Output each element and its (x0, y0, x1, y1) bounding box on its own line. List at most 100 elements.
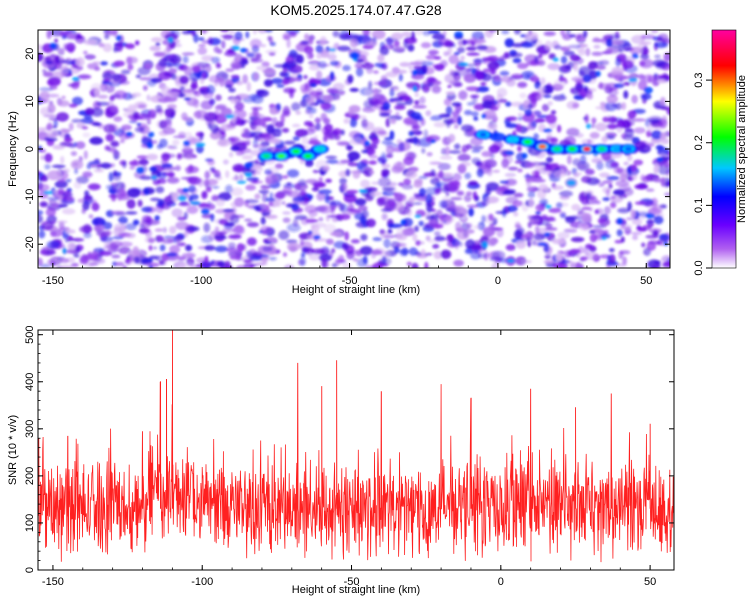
heatmap-noise-cell (132, 111, 140, 120)
heatmap-noise-cell (82, 171, 93, 178)
heatmap-noise-cell (335, 161, 347, 165)
heatmap-noise-cell (534, 118, 546, 123)
heatmap-noise-cell (599, 172, 610, 178)
heatmap-noise-cell (167, 238, 174, 244)
heatmap-noise-cell (650, 130, 663, 140)
heatmap-noise-cell (449, 69, 455, 75)
heatmap-noise-cell (347, 162, 359, 167)
heatmap-noise-cell (122, 160, 127, 169)
heatmap-noise-cell (282, 81, 289, 85)
heatmap-noise-cell (451, 102, 462, 107)
heatmap-noise-cell (166, 252, 178, 257)
heatmap-noise-cell (315, 44, 324, 54)
heatmap-noise-cell (444, 146, 451, 156)
heatmap-noise-cell (117, 127, 122, 131)
heatmap-noise-cell (571, 76, 585, 82)
heatmap-noise-cell (248, 112, 261, 118)
heatmap-speckle (329, 48, 336, 52)
heatmap-noise-cell (260, 44, 267, 48)
heatmap-noise-cell (415, 30, 423, 36)
heatmap-noise-cell (267, 35, 272, 42)
heatmap-noise-cell (415, 240, 421, 246)
heatmap-noise-cell (241, 127, 251, 138)
heatmap-noise-cell (439, 199, 448, 209)
heatmap-noise-cell (229, 214, 240, 224)
heatmap-noise-cell (408, 130, 414, 137)
heatmap-noise-cell (408, 196, 415, 204)
heatmap-noise-cell (276, 84, 285, 88)
heatmap-noise-cell (381, 43, 395, 49)
heatmap-noise-cell (401, 184, 414, 190)
heatmap-noise-cell (175, 221, 189, 230)
heatmap-noise-cell (160, 159, 169, 165)
heatmap-noise-cell (164, 107, 176, 118)
heatmap-speckle (167, 37, 174, 43)
heatmap-noise-cell (268, 256, 277, 261)
heatmap-noise-cell (391, 32, 404, 41)
heatmap-noise-cell (84, 54, 96, 60)
heatmap-noise-cell (339, 213, 351, 220)
heatmap-noise-cell (148, 245, 153, 251)
heatmap-noise-cell (70, 262, 79, 268)
heatmap-noise-cell (419, 96, 426, 105)
y-tick-label: -10 (24, 189, 36, 205)
heatmap-noise-cell (155, 42, 161, 46)
heatmap-noise-cell (389, 130, 395, 139)
heatmap-noise-cell (294, 215, 308, 220)
heatmap-noise-cell (438, 38, 451, 47)
heatmap-noise-cell (348, 130, 361, 139)
heatmap-noise-cell (449, 116, 461, 121)
heatmap-noise-cell (410, 111, 422, 120)
heatmap-noise-cell (664, 192, 670, 196)
y-tick-label: 300 (24, 420, 36, 438)
heatmap-speckle (43, 191, 53, 195)
heatmap-noise-cell (169, 225, 177, 234)
heatmap-noise-cell (242, 97, 256, 103)
y-tick-label: 10 (24, 95, 36, 107)
heatmap-noise-cell (595, 122, 608, 132)
heatmap-noise-cell (586, 251, 599, 261)
heatmap-noise-cell (186, 176, 198, 184)
heatmap-noise-cell (508, 166, 518, 171)
heatmap-noise-cell (496, 227, 504, 238)
heatmap-noise-cell (56, 220, 68, 224)
heatmap-noise-cell (425, 110, 432, 117)
heatmap-noise-cell (656, 79, 667, 84)
heatmap-noise-cell (471, 95, 478, 105)
heatmap-noise-cell (225, 184, 233, 194)
heatmap-noise-cell (61, 95, 66, 100)
heatmap-noise-cell (139, 77, 151, 81)
heatmap-noise-cell (236, 264, 247, 268)
heatmap-noise-cell (280, 113, 285, 124)
x-tick-label: 0 (498, 576, 504, 588)
heatmap-noise-cell (371, 181, 380, 185)
heatmap-noise-cell (244, 218, 253, 222)
heatmap-noise-cell (167, 104, 177, 109)
heatmap-speckle (595, 70, 601, 77)
heatmap-noise-cell (186, 205, 199, 214)
heatmap-noise-cell (300, 83, 311, 93)
heatmap-noise-cell (178, 202, 191, 207)
heatmap-noise-cell (426, 203, 433, 213)
heatmap-noise-cell (553, 170, 567, 178)
heatmap-noise-cell (465, 191, 473, 197)
heatmap-speckle (552, 57, 559, 62)
heatmap-noise-cell (231, 249, 240, 258)
heatmap-noise-cell (583, 246, 590, 256)
heatmap-noise-cell (519, 92, 527, 99)
heatmap-noise-cell (196, 144, 204, 154)
heatmap-noise-cell (499, 70, 510, 77)
heatmap-noise-cell (634, 201, 647, 206)
heatmap-speckle (656, 157, 664, 162)
heatmap-noise-cell (622, 42, 632, 52)
heatmap-noise-cell (647, 219, 654, 228)
heatmap-noise-cell (349, 137, 364, 146)
heatmap-noise-cell (390, 118, 397, 125)
heatmap-noise-cell (265, 214, 278, 219)
heatmap-noise-cell (644, 146, 651, 151)
heatmap-noise-cell (209, 260, 223, 268)
heatmap-noise-cell (515, 240, 527, 249)
heatmap-noise-cell (173, 135, 187, 139)
heatmap-noise-cell (254, 206, 262, 212)
heatmap-noise-cell (512, 200, 523, 207)
